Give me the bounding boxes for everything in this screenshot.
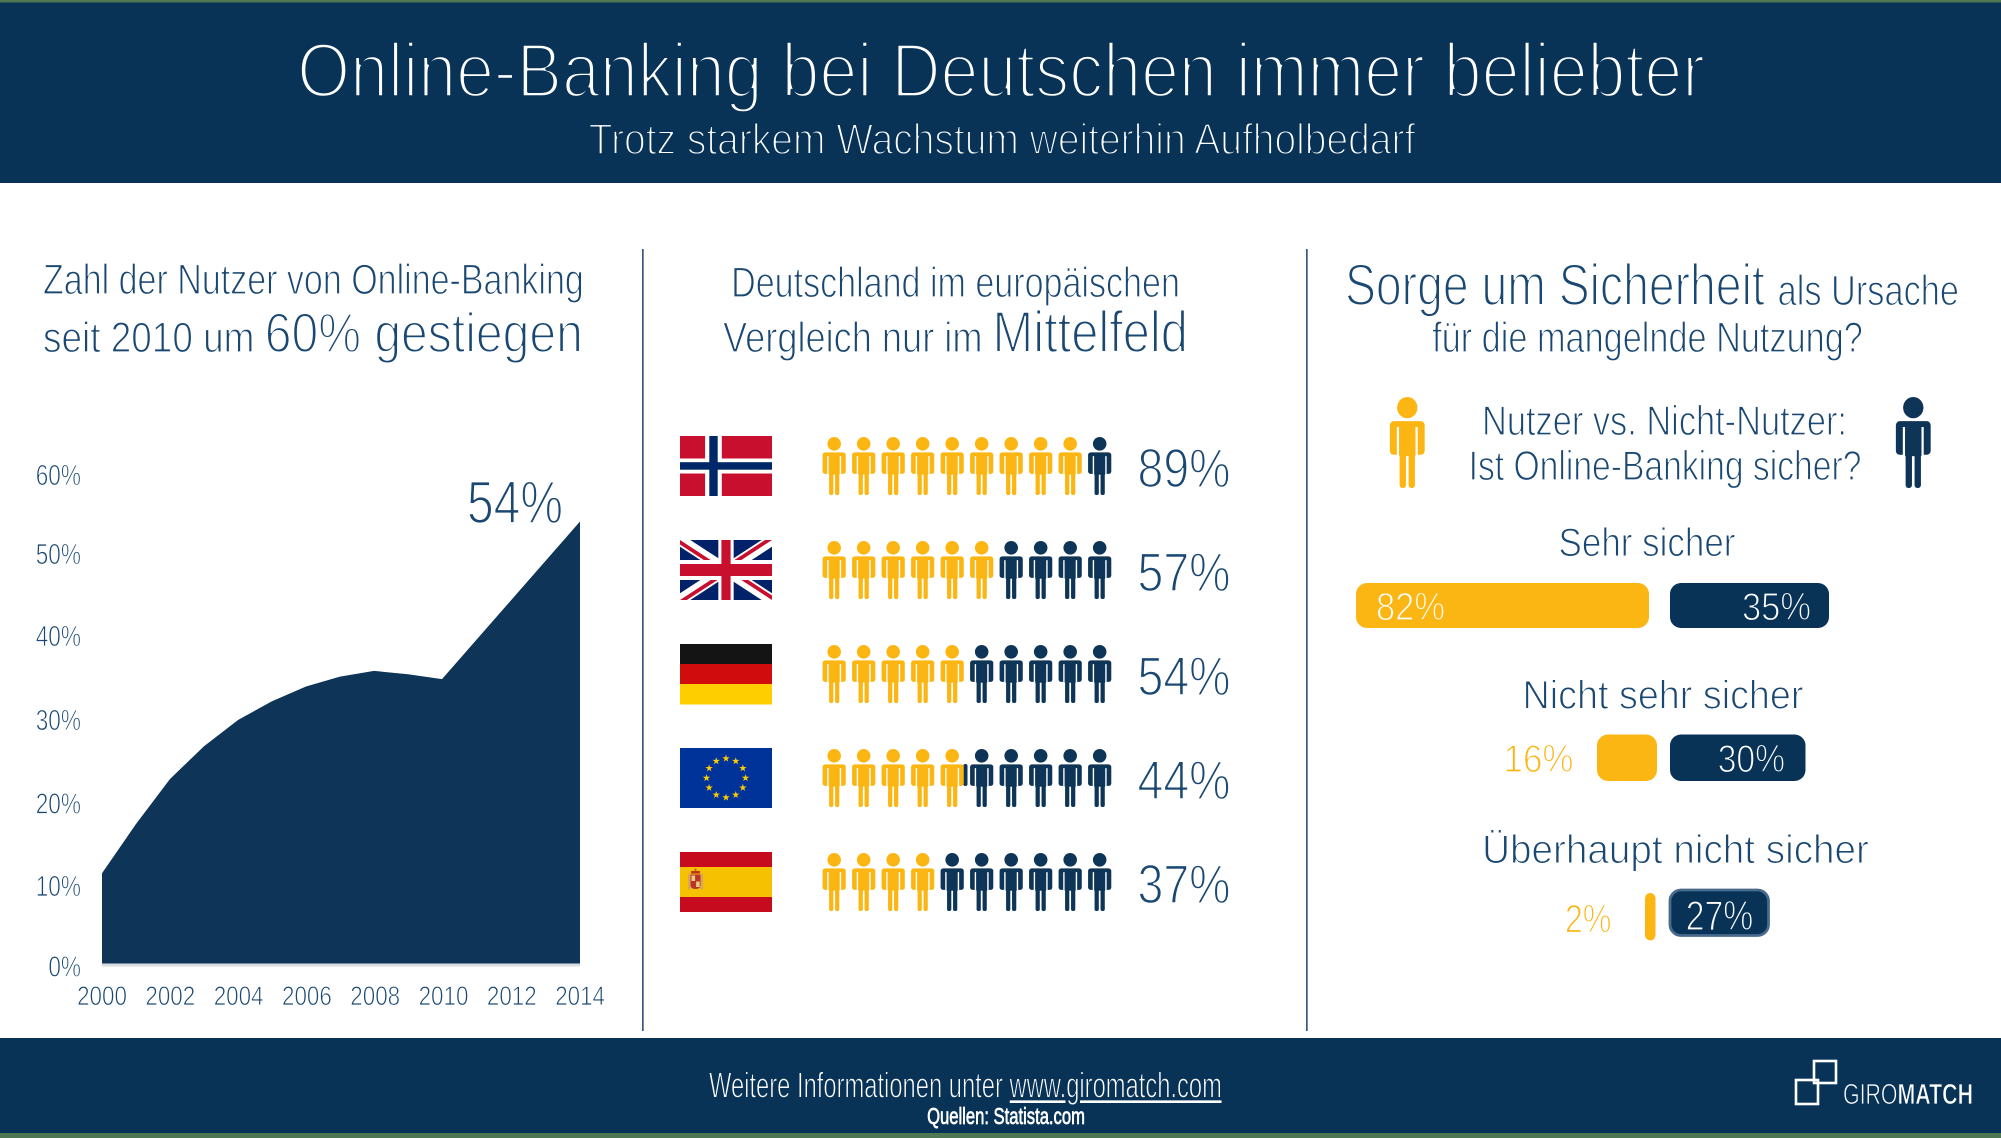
svg-text:Vergleich nur im Mittelfeld: Vergleich nur im Mittelfeld (723, 300, 1188, 365)
svg-text:2006: 2006 (282, 982, 332, 1011)
svg-text:Weitere Informationen unter ww: Weitere Informationen unter www.giromatc… (709, 1066, 1222, 1106)
svg-text:2002: 2002 (145, 982, 195, 1011)
svg-text:60%: 60% (36, 458, 81, 491)
svg-text:Zahl der Nutzer von Online-Ban: Zahl der Nutzer von Online-Banking (43, 256, 584, 304)
svg-text:54%: 54% (467, 469, 563, 536)
svg-text:27%: 27% (1686, 894, 1753, 940)
svg-text:2010: 2010 (419, 982, 469, 1011)
svg-text:Sehr sicher: Sehr sicher (1559, 520, 1736, 565)
svg-text:seit 2010 um 60% gestiegen: seit 2010 um 60% gestiegen (43, 303, 583, 365)
svg-text:10%: 10% (36, 869, 81, 902)
svg-text:2012: 2012 (487, 982, 537, 1011)
svg-text:Nutzer vs. Nicht-Nutzer:: Nutzer vs. Nicht-Nutzer: (1482, 398, 1847, 445)
svg-text:Deutschland im europäischen: Deutschland im europäischen (731, 259, 1180, 307)
svg-text:30%: 30% (1718, 737, 1785, 781)
svg-text:2000: 2000 (77, 982, 127, 1011)
svg-text:50%: 50% (36, 537, 81, 570)
svg-text:57%: 57% (1138, 541, 1231, 603)
svg-text:Überhaupt nicht sicher: Überhaupt nicht sicher (1482, 827, 1869, 872)
svg-text:20%: 20% (36, 787, 81, 820)
svg-text:89%: 89% (1138, 437, 1231, 499)
svg-text:für die mangelnde Nutzung?: für die mangelnde Nutzung? (1432, 314, 1863, 362)
svg-text:2%: 2% (1565, 896, 1612, 941)
svg-text:Trotz starkem Wachstum weiterh: Trotz starkem Wachstum weiterhin Aufholb… (589, 114, 1416, 164)
svg-text:2014: 2014 (555, 982, 605, 1011)
svg-text:Sorge um Sicherheit als Ursach: Sorge um Sicherheit als Ursache (1345, 253, 1959, 318)
svg-text:40%: 40% (36, 619, 81, 652)
svg-text:Nicht sehr sicher: Nicht sehr sicher (1523, 674, 1804, 718)
svg-text:44%: 44% (1138, 749, 1231, 811)
svg-text:Online-Banking bei Deutschen i: Online-Banking bei Deutschen immer belie… (297, 28, 1705, 114)
svg-text:2004: 2004 (214, 982, 264, 1011)
svg-text:82%: 82% (1376, 585, 1445, 628)
svg-text:35%: 35% (1742, 585, 1811, 628)
svg-text:54%: 54% (1138, 645, 1231, 707)
svg-text:Ist Online-Banking sicher?: Ist Online-Banking sicher? (1469, 444, 1862, 490)
svg-text:Quellen: Statista.com: Quellen: Statista.com (927, 1105, 1085, 1130)
svg-text:30%: 30% (36, 703, 81, 736)
svg-text:GIROMATCH: GIROMATCH (1843, 1079, 1973, 1111)
svg-text:0%: 0% (48, 950, 81, 983)
svg-text:2008: 2008 (350, 982, 400, 1011)
svg-text:16%: 16% (1504, 737, 1574, 780)
svg-text:37%: 37% (1138, 853, 1231, 915)
